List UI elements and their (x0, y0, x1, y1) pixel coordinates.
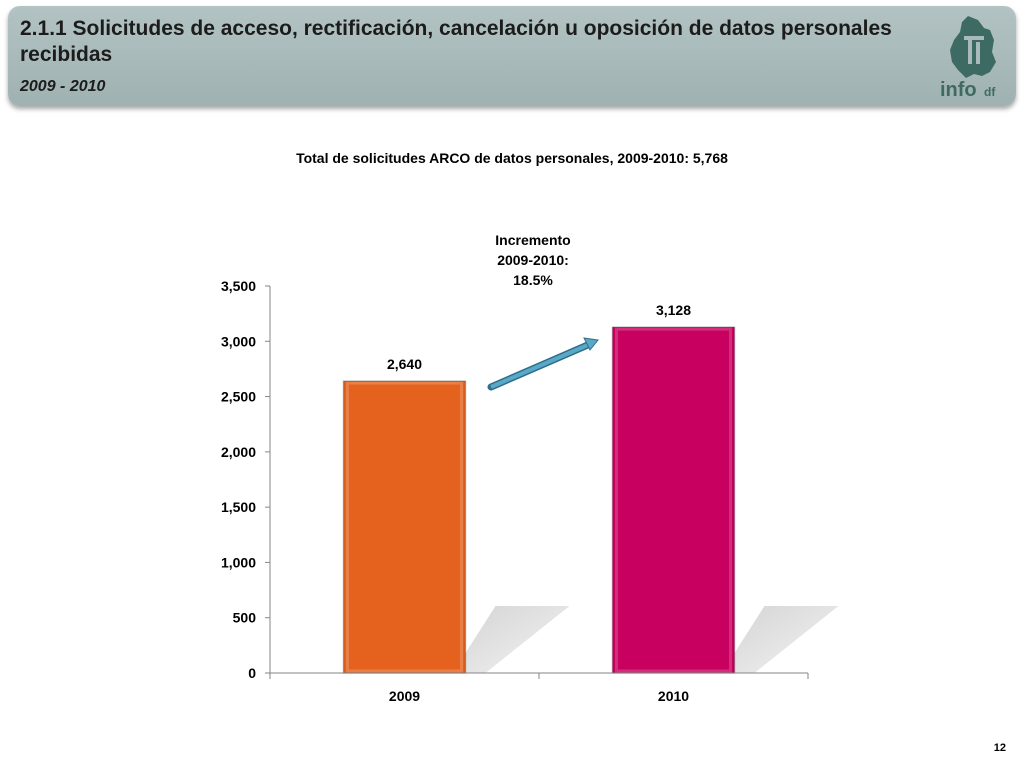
increment-annotation: Incremento 2009-2010: 18.5% (470, 230, 596, 290)
bar-2009 (342, 380, 467, 674)
y-tick-label: 1,000 (221, 554, 256, 570)
y-tick-label: 0 (248, 665, 256, 681)
increment-line-1: Incremento (495, 232, 571, 248)
map-shape-icon (950, 16, 996, 78)
data-label: 3,128 (656, 302, 691, 318)
infodf-logo: info df (940, 16, 996, 101)
logo-text: info (940, 79, 977, 101)
increase-arrow (487, 337, 599, 391)
bar-highlight (346, 381, 463, 673)
x-tick-label: 2010 (658, 688, 689, 704)
y-tick-label: 3,000 (221, 333, 256, 349)
x-tick-label: 2009 (389, 688, 420, 704)
chart-title: Total de solicitudes ARCO de datos perso… (296, 150, 728, 166)
y-tick-label: 500 (233, 610, 257, 626)
y-tick-label: 3,500 (221, 278, 256, 294)
y-tick-label: 2,000 (221, 444, 256, 460)
bar-shadow (465, 606, 570, 673)
increment-line-2: 2009-2010: (497, 252, 569, 268)
bar-highlight (615, 327, 732, 673)
data-label: 2,640 (387, 356, 422, 372)
slide-subtitle: 2009 - 2010 (20, 78, 106, 95)
bar-shadow (734, 606, 839, 673)
y-tick-label: 2,500 (221, 389, 256, 405)
y-tick-label: 1,500 (221, 499, 256, 515)
slide-title: 2.1.1 Solicitudes de acceso, rectificaci… (20, 17, 892, 66)
logo-suffix: df (984, 85, 996, 99)
slide-header: 2.1.1 Solicitudes de acceso, rectificaci… (8, 6, 1016, 106)
page-number: 12 (993, 742, 1006, 754)
bar-2010 (611, 326, 736, 674)
increment-line-3: 18.5% (513, 272, 553, 288)
